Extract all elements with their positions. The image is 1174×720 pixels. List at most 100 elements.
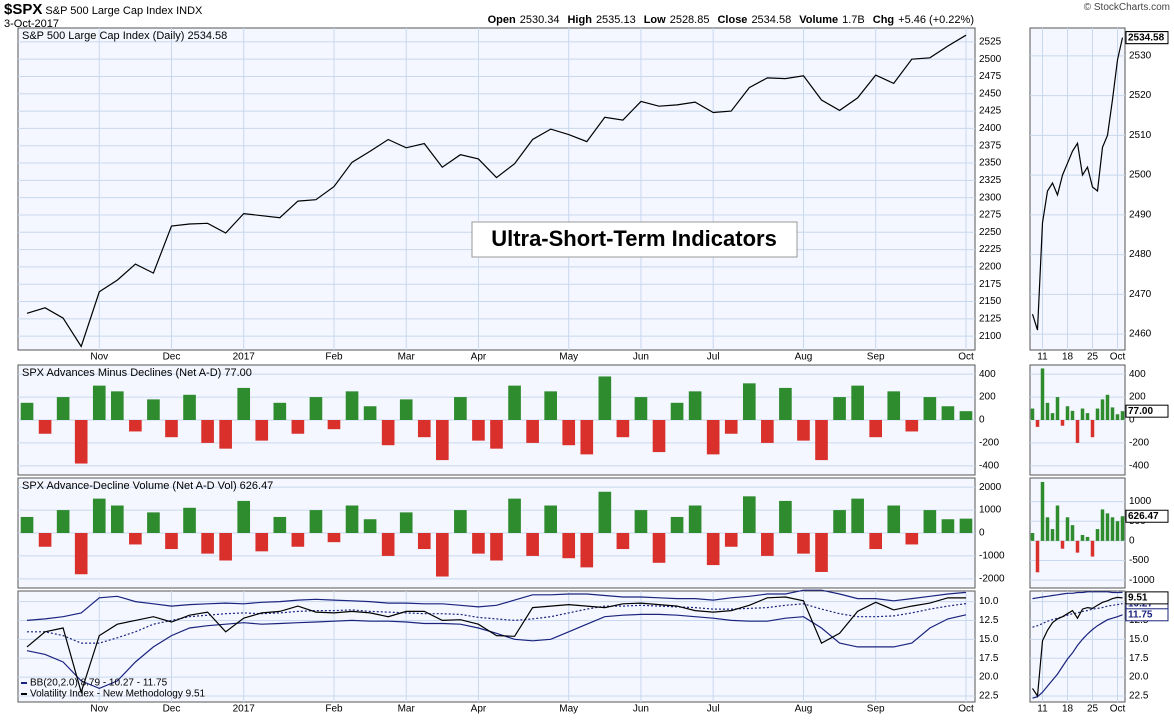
bar [941,519,955,533]
bar [1090,420,1095,438]
last-value-label: 2534.58 [1128,32,1165,43]
y-tick-label: 0 [1129,535,1135,546]
bar [923,510,937,533]
bar [1055,397,1060,420]
y-tick-label: 400 [979,369,996,380]
x-tick-label: Aug [795,704,813,715]
bar [1085,536,1090,541]
x-tick-label: 2017 [233,704,256,715]
quote-label: Low [643,14,666,26]
panel: 2460 2470 2480 2490 2500 2510 2520 2530 11 18 25 Oc… [1029,27,1169,363]
bar [20,516,34,533]
bar [273,402,287,420]
bar [1080,408,1085,420]
bar [959,411,973,420]
y-tick-label: 2100 [979,331,1002,342]
x-tick-label: Apr [471,704,487,715]
y-tick-label: 400 [1129,369,1146,380]
symbol: $SPX [4,1,43,18]
y-tick-label: 2350 [979,158,1002,169]
bar [851,498,864,533]
y-tick-label: -200 [1129,438,1149,449]
panel-bg [1029,590,1126,703]
bar [688,391,702,420]
bar [490,420,503,449]
bar [1050,529,1055,541]
bar [1030,533,1035,541]
bar [652,420,666,453]
bar [56,510,70,533]
y-tick-label: 2460 [1129,329,1152,340]
bar [183,394,196,420]
y-tick-label: -1000 [1129,575,1155,586]
y-tick-label: 0 [979,528,985,539]
bar [291,420,305,434]
bar [887,505,901,533]
bar [436,533,449,577]
bar [92,498,106,533]
bar [508,385,521,420]
watermark: © StockCharts.com [1083,2,1170,13]
quote-label: Close [717,14,748,26]
y-tick-label: 2275 [979,210,1002,221]
bar [1035,540,1040,573]
bar [1045,517,1050,541]
bar [797,420,810,441]
bar [417,533,431,550]
last-value-box [1125,591,1169,605]
bar [761,533,774,556]
line-series [1031,37,1124,331]
bar [38,420,52,434]
bar [110,391,124,420]
bar [508,498,521,533]
y-tick-label: 15.0 [979,634,999,645]
y-tick-label: 2470 [1129,289,1152,300]
quote-label: Volume [799,14,839,26]
panel: 2100 2125 2150 2175 2200 2225 2250 2275 2300 2325… [17,27,1002,363]
x-tick-label: Dec [163,352,181,363]
bar [309,397,323,420]
bar [923,397,937,420]
bar [92,385,106,420]
panel: -400 -200 0 200 400 SPX Advances Minus Declin… [17,364,999,476]
y-tick-label: 2150 [979,296,1002,307]
bar [1115,414,1120,420]
y-tick-label: -1000 [979,551,1005,562]
bar [1060,420,1065,426]
legend-label: Volatility Index - New Methodology 9.51 [30,689,206,700]
x-tick-label: Oct [958,704,974,715]
quote: Open 2530.34 High 2535.13 Low 2528.85 Close 253… [480,14,974,26]
bar [291,533,305,547]
bar [165,420,178,438]
bar [1035,420,1040,427]
x-tick-label: Aug [795,352,813,363]
annotation-box [471,221,798,258]
bar [74,533,88,575]
bar [761,420,774,443]
bar [1095,529,1100,541]
bar [20,402,34,420]
bar [526,533,539,556]
bar [1085,413,1090,420]
bar [797,533,810,554]
line-series [26,613,967,690]
bar [905,420,919,432]
y-tick-label: -500 [1129,555,1149,566]
quote-label: High [567,14,592,26]
bar [472,533,485,554]
bar [1095,408,1100,420]
line-series [26,589,967,621]
y-tick-label: 2000 [979,482,1002,493]
bar [1045,402,1050,420]
y-tick-label: 22.5 [1129,691,1149,702]
panel: -400 -200 0 200 400 77.00 [1029,364,1169,476]
bar [706,533,720,566]
x-tick-label: Feb [325,704,343,715]
y-tick-label: -200 [979,438,999,449]
x-tick-label: Sep [867,704,885,715]
bar [183,507,196,533]
bar [544,391,557,420]
bar [779,387,792,420]
bar [616,420,630,438]
